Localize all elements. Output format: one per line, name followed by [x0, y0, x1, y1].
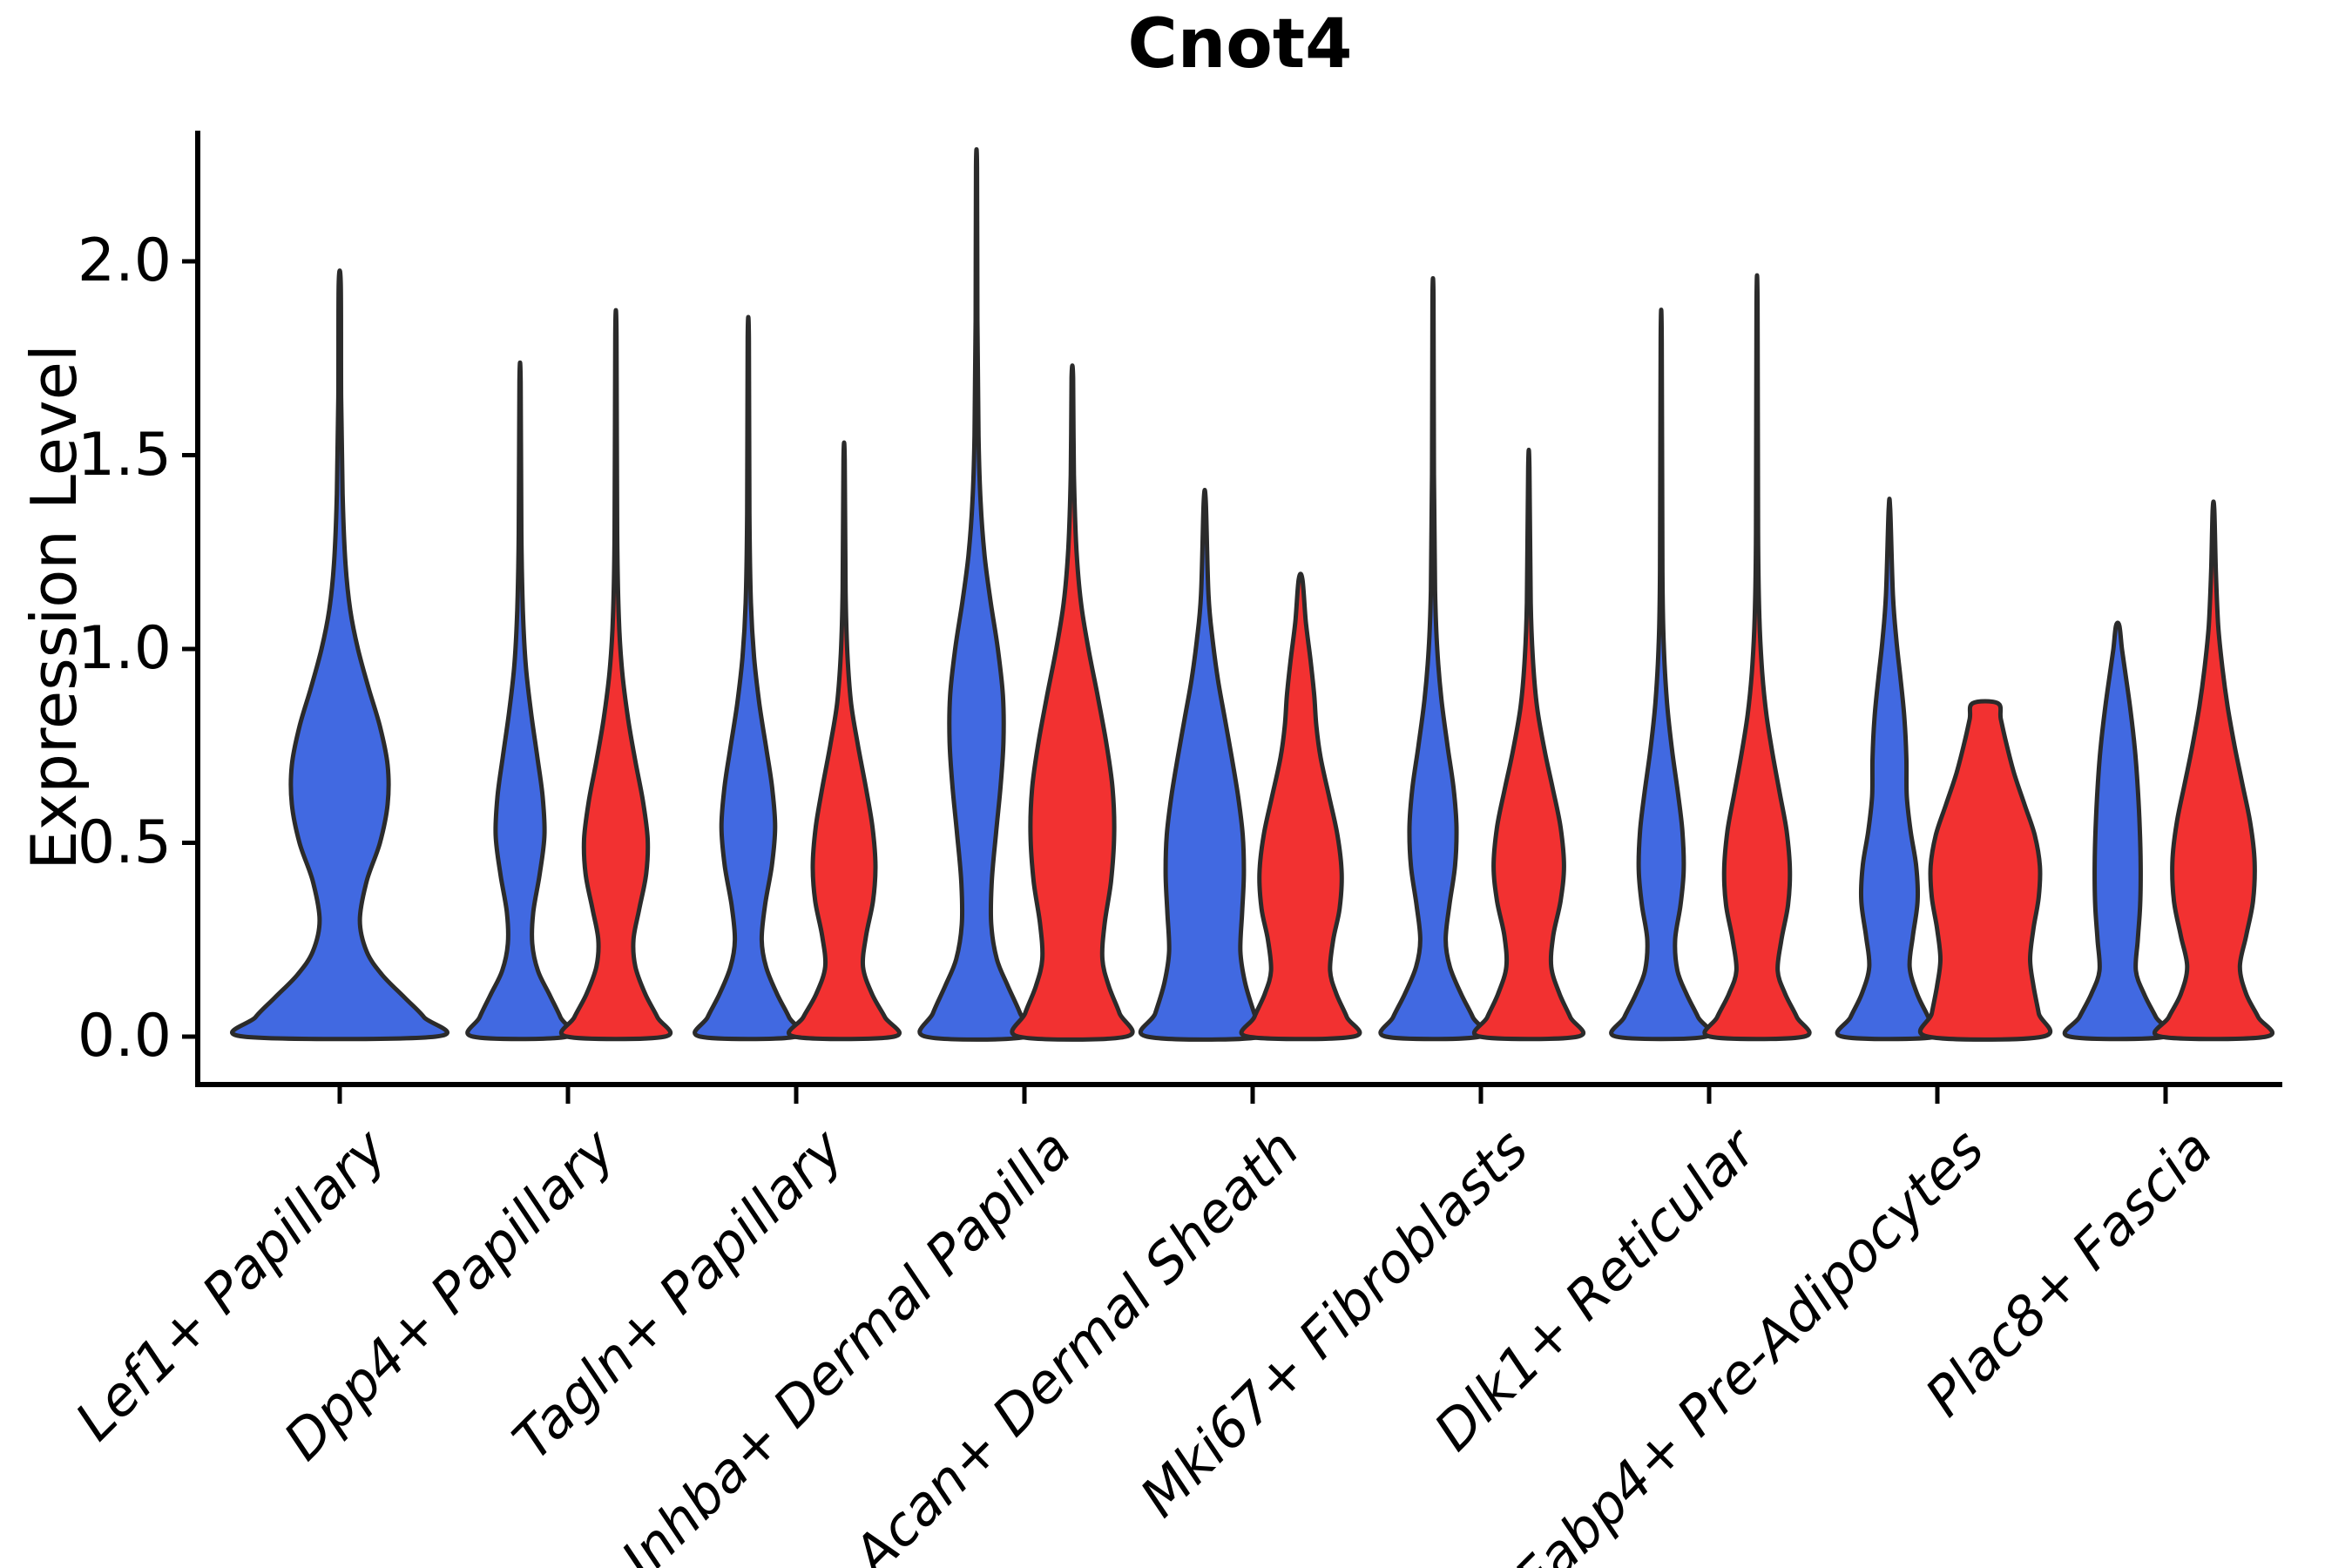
violin-plac8-fascia-blue: [2062, 620, 2173, 1042]
violin-acan-dermal-sheath-red: [1239, 571, 1362, 1042]
y-tick-label: 1.5: [77, 420, 172, 490]
y-tick-label: 0.0: [77, 1002, 172, 1071]
violin-mki67-fibroblasts-blue: [1378, 276, 1488, 1042]
violin-inhba-dermal-papilla-red: [1010, 363, 1135, 1042]
violin-dlk1-reticular-red: [1702, 273, 1812, 1042]
violin-mki67-fibroblasts-red: [1471, 447, 1586, 1042]
violin-tagln-papillary-red: [786, 440, 902, 1042]
violin-acan-dermal-sheath-blue: [1138, 488, 1272, 1042]
violin-inhba-dermal-papilla-blue: [917, 147, 1036, 1042]
violin-tagln-papillary-blue: [693, 314, 804, 1042]
violin-dpp4-papillary-red: [558, 308, 673, 1042]
violin-lef1-papillary-blue: [230, 268, 449, 1042]
y-tick-label: 0.5: [77, 808, 172, 877]
chart-title: Cnot4: [1127, 5, 1353, 84]
y-tick-label: 1.0: [77, 614, 172, 683]
violin-dlk1-reticular-blue: [1609, 308, 1713, 1042]
violin-fabp4-pre-adipocytes-blue: [1835, 497, 1944, 1042]
violin-plac8-fascia-red: [2152, 499, 2275, 1042]
y-tick-label: 2.0: [77, 226, 172, 295]
violin-fabp4-pre-adipocytes-red: [1918, 699, 2052, 1042]
violin-dpp4-papillary-blue: [465, 360, 575, 1042]
